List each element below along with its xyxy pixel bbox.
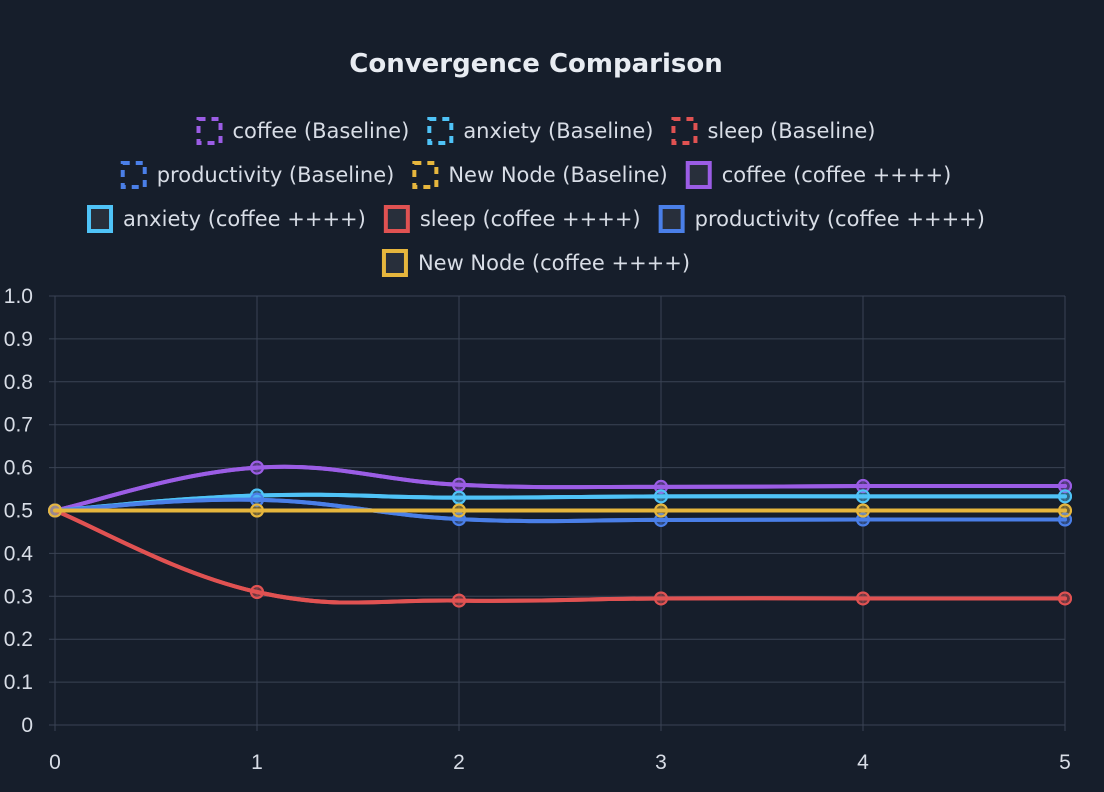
legend-label: productivity (Baseline) <box>157 163 395 187</box>
legend-item: coffee (Baseline) <box>196 117 410 145</box>
data-point <box>856 479 870 494</box>
legend-swatch <box>671 117 698 145</box>
series-6 <box>48 488 1072 518</box>
series-9 <box>48 503 1072 518</box>
series-7 <box>48 503 1072 608</box>
grid <box>49 295 1066 731</box>
legend-item: New Node (Baseline) <box>412 161 668 189</box>
data-point <box>48 503 62 518</box>
data-point <box>654 489 668 504</box>
y-tick-label: 1.0 <box>4 285 33 308</box>
legend-swatch <box>87 205 114 233</box>
legend-swatch <box>383 205 410 233</box>
data-point <box>452 593 466 608</box>
data-point <box>250 585 264 600</box>
series-line <box>53 508 1067 605</box>
data-point <box>654 479 668 494</box>
series-line <box>53 508 1067 605</box>
series-lines <box>48 460 1072 608</box>
data-point <box>654 512 668 527</box>
legend-label: sleep (Baseline) <box>707 119 875 143</box>
chart-title: Convergence Comparison <box>349 49 722 79</box>
legend-item: New Node (coffee ++++) <box>381 249 690 277</box>
data-point <box>856 503 870 518</box>
axes: 0 0.1 0.2 0.3 0.4 0.5 0.6 0.7 0.8 0.9 1.0 0 1 2 3 4 5 <box>4 285 1071 774</box>
legend-label: coffee (coffee ++++) <box>722 163 952 187</box>
legend-label: anxiety (Baseline) <box>463 119 653 143</box>
data-point <box>250 503 264 518</box>
y-tick-label: 0.6 <box>4 457 33 480</box>
legend-swatch <box>658 205 685 233</box>
data-point <box>654 503 668 518</box>
series-line <box>53 497 1067 524</box>
x-tick-label: 0 <box>49 751 61 774</box>
x-tick-label: 4 <box>857 751 869 774</box>
legend-item: anxiety (Baseline) <box>427 117 653 145</box>
y-tick-label: 0.4 <box>4 542 34 565</box>
y-tick-label: 0.3 <box>4 585 33 608</box>
y-tick-label: 0.5 <box>4 500 33 523</box>
y-tick-label: 0 <box>21 714 33 737</box>
x-tick-label: 1 <box>251 751 263 774</box>
legend-label: anxiety (coffee ++++) <box>123 207 366 231</box>
y-tick-label: 0.1 <box>4 671 33 694</box>
series-line <box>53 492 1067 513</box>
legend-item: productivity (Baseline) <box>120 161 395 189</box>
legend-swatch <box>412 161 439 189</box>
y-tick-label: 0.9 <box>4 328 33 351</box>
legend-item: sleep (Baseline) <box>671 117 875 145</box>
legend-swatch <box>196 117 223 145</box>
legend-label: coffee (Baseline) <box>233 119 410 143</box>
legend-swatch <box>381 249 408 277</box>
data-point <box>856 489 870 504</box>
y-tick-label: 0.2 <box>4 628 33 651</box>
data-point <box>452 477 466 492</box>
legend-label: New Node (coffee ++++) <box>418 251 690 275</box>
legend-label: New Node (Baseline) <box>448 163 667 187</box>
legend-item: sleep (coffee ++++) <box>383 205 641 233</box>
legend-label: productivity (coffee ++++) <box>695 207 985 231</box>
data-point <box>452 490 466 505</box>
legend-item: productivity (coffee ++++) <box>658 205 985 233</box>
series-line <box>53 464 1067 513</box>
legend-label: sleep (coffee ++++) <box>420 207 641 231</box>
data-point <box>856 591 870 606</box>
data-point <box>1058 489 1072 504</box>
data-point <box>1058 503 1072 518</box>
y-tick-label: 0.7 <box>4 414 33 437</box>
legend-swatch <box>120 161 147 189</box>
data-point <box>452 503 466 518</box>
data-point <box>1058 591 1072 606</box>
data-point <box>1058 479 1072 494</box>
x-tick-label: 3 <box>655 751 667 774</box>
legend-swatch <box>427 117 454 145</box>
y-tick-label: 0.8 <box>4 371 33 394</box>
data-point <box>654 591 668 606</box>
data-point <box>250 492 264 507</box>
x-tick-label: 2 <box>453 751 465 774</box>
legend-item: coffee (coffee ++++) <box>685 161 952 189</box>
legend-item: anxiety (coffee ++++) <box>87 205 366 233</box>
x-tick-label: 5 <box>1059 751 1071 774</box>
data-point <box>250 460 264 475</box>
series-5 <box>48 460 1072 518</box>
legend-swatch <box>685 161 712 189</box>
legend: coffee (Baseline) anxiety (Baseline) sleep… <box>87 117 985 277</box>
